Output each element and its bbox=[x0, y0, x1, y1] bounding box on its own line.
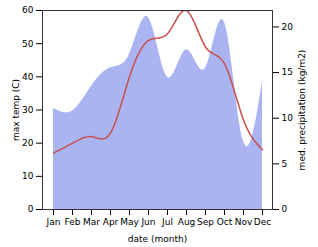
svg-text:Oct: Oct bbox=[217, 217, 233, 227]
svg-text:Aug: Aug bbox=[178, 217, 196, 227]
svg-text:Dec: Dec bbox=[254, 217, 271, 227]
svg-text:med. precipitation (kg/m2): med. precipitation (kg/m2) bbox=[297, 50, 307, 171]
svg-text:Jun: Jun bbox=[140, 217, 155, 227]
svg-text:Apr: Apr bbox=[103, 217, 119, 227]
svg-text:Feb: Feb bbox=[65, 217, 81, 227]
svg-text:20: 20 bbox=[22, 138, 34, 148]
svg-text:5: 5 bbox=[282, 159, 288, 169]
svg-text:10: 10 bbox=[22, 171, 34, 181]
svg-text:Jan: Jan bbox=[46, 217, 61, 227]
svg-text:40: 40 bbox=[22, 72, 34, 82]
svg-text:20: 20 bbox=[282, 22, 294, 32]
svg-text:Sep: Sep bbox=[197, 217, 214, 227]
svg-text:Jul: Jul bbox=[161, 217, 173, 227]
svg-text:Nov: Nov bbox=[235, 217, 253, 227]
svg-text:0: 0 bbox=[282, 204, 288, 214]
svg-text:0: 0 bbox=[28, 204, 34, 214]
svg-text:May: May bbox=[120, 217, 139, 227]
svg-text:10: 10 bbox=[282, 113, 294, 123]
svg-text:30: 30 bbox=[22, 105, 34, 115]
svg-text:50: 50 bbox=[22, 39, 34, 49]
svg-text:date (month): date (month) bbox=[128, 234, 187, 244]
svg-text:Mar: Mar bbox=[83, 217, 100, 227]
svg-text:15: 15 bbox=[282, 67, 293, 77]
svg-text:max temp (C): max temp (C) bbox=[11, 79, 21, 141]
svg-text:60: 60 bbox=[22, 5, 34, 15]
